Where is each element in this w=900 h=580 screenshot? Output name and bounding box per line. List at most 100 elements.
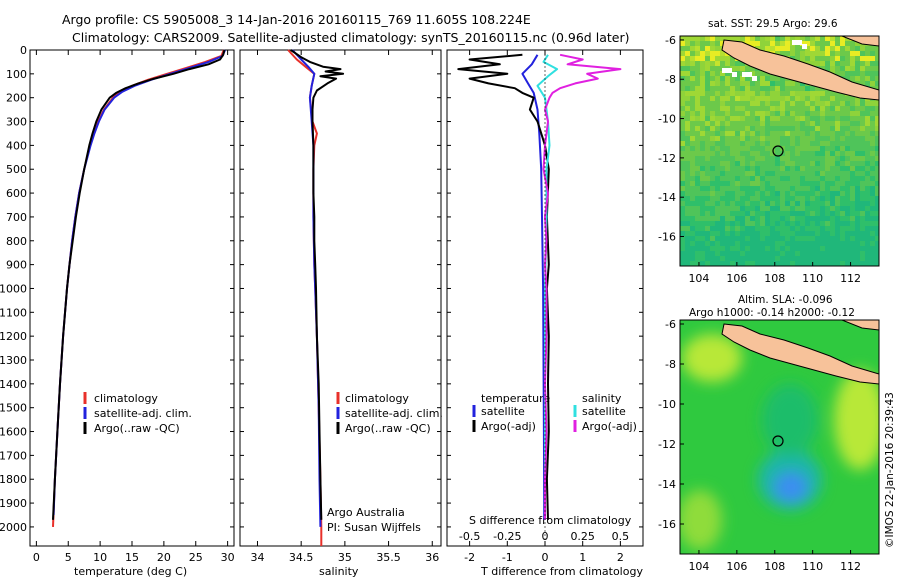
- sst-cell: [710, 206, 715, 211]
- sst-cell: [745, 131, 750, 136]
- sst-cell: [745, 256, 750, 261]
- sst-cell: [685, 176, 690, 181]
- sst-cell: [870, 161, 875, 166]
- sst-cell: [680, 126, 685, 131]
- sst-cell: [795, 261, 800, 266]
- sst-cell: [695, 241, 700, 246]
- sst-cell: [715, 71, 720, 76]
- sst-cell: [705, 156, 710, 161]
- sst-cell: [785, 181, 790, 186]
- sst-cell: [850, 176, 855, 181]
- sst-cell: [750, 221, 755, 226]
- sst-cell: [710, 191, 715, 196]
- sst-cell: [805, 246, 810, 251]
- sst-cell: [775, 221, 780, 226]
- sst-cell: [705, 86, 710, 91]
- sst-cell: [730, 201, 735, 206]
- difference-legend: temperature salinity satellite Argo(-adj…: [472, 392, 637, 433]
- sst-cell: [830, 241, 835, 246]
- sst-cell: [740, 101, 745, 106]
- sst-cell: [825, 111, 830, 116]
- sst-cell: [725, 206, 730, 211]
- sst-cell: [805, 251, 810, 256]
- sst-cell: [745, 246, 750, 251]
- sst-cell: [765, 236, 770, 241]
- sst-cell: [835, 101, 840, 106]
- sst-cell: [740, 81, 745, 86]
- sst-cell: [710, 156, 715, 161]
- sst-cell: [745, 226, 750, 231]
- sst-cell: [695, 251, 700, 256]
- map-y-tick-label: -14: [658, 191, 676, 204]
- sst-cell: [795, 226, 800, 231]
- sst-cell: [780, 171, 785, 176]
- sst-cell: [725, 81, 730, 86]
- x-tick-label: 35: [338, 551, 352, 564]
- sst-cell: [865, 76, 870, 81]
- sst-cell: [745, 106, 750, 111]
- y-tick-label: 1800: [0, 473, 27, 486]
- sst-cell: [845, 46, 850, 51]
- sst-cell: [840, 56, 845, 61]
- sst-cell: [840, 166, 845, 171]
- sst-cell: [825, 101, 830, 106]
- sst-cell: [865, 151, 870, 156]
- sst-cell: [735, 196, 740, 201]
- sst-cell: [820, 196, 825, 201]
- sst-cell: [870, 256, 875, 261]
- sst-cell: [820, 221, 825, 226]
- sst-cell: [715, 56, 720, 61]
- sst-cell: [680, 36, 685, 41]
- sst-cell: [755, 246, 760, 251]
- sst-cell: [870, 146, 875, 151]
- sst-cell: [815, 101, 820, 106]
- sst-cell: [850, 186, 855, 191]
- sst-cell: [690, 116, 695, 121]
- sst-cell: [705, 161, 710, 166]
- sst-cell: [715, 151, 720, 156]
- sst-cell: [770, 76, 775, 81]
- sst-cell: [855, 71, 860, 76]
- sst-cell: [720, 101, 725, 106]
- sst-cell: [695, 41, 700, 46]
- sst-cell: [745, 151, 750, 156]
- sst-cell: [715, 36, 720, 41]
- sst-cell: [690, 226, 695, 231]
- sst-cell: [775, 141, 780, 146]
- sst-cell: [700, 61, 705, 66]
- sst-cell: [690, 211, 695, 216]
- sst-cell: [705, 141, 710, 146]
- sst-cell: [820, 241, 825, 246]
- sst-cell: [735, 86, 740, 91]
- series-line-argo-raw-qc-: [290, 49, 345, 520]
- sst-cell: [795, 86, 800, 91]
- sst-cell: [720, 96, 725, 101]
- sst-cell: [800, 121, 805, 126]
- sst-cell: [795, 186, 800, 191]
- sst-cell: [785, 146, 790, 151]
- sst-cell: [805, 56, 810, 61]
- sst-cell: [825, 46, 830, 51]
- sst-cell: [860, 151, 865, 156]
- sst-cell: [835, 221, 840, 226]
- sst-cell: [860, 136, 865, 141]
- sst-cell: [765, 126, 770, 131]
- sst-cell: [790, 246, 795, 251]
- argo-australia-label: Argo Australia: [327, 506, 405, 519]
- sst-cell: [720, 151, 725, 156]
- sst-cell: [750, 211, 755, 216]
- sst-cell: [695, 121, 700, 126]
- sst-cell: [760, 236, 765, 241]
- sst-cell: [735, 151, 740, 156]
- sst-cell: [780, 121, 785, 126]
- sst-cell: [725, 131, 730, 136]
- sst-cell: [695, 176, 700, 181]
- sst-cell: [775, 246, 780, 251]
- sst-cell: [865, 166, 870, 171]
- sst-cell: [825, 116, 830, 121]
- sst-cell: [850, 141, 855, 146]
- sst-cell: [815, 256, 820, 261]
- sst-cell: [685, 136, 690, 141]
- sst-cell: [860, 121, 865, 126]
- sst-cell: [700, 41, 705, 46]
